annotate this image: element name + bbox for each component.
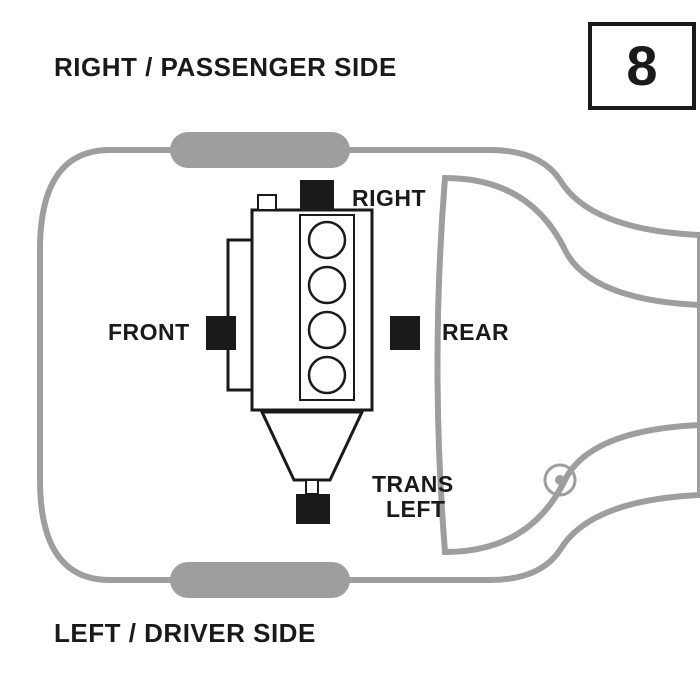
fuel-cap-inner <box>555 475 565 485</box>
engine-cap <box>258 195 276 210</box>
engine-intake <box>228 240 252 390</box>
mount-trans <box>296 494 330 524</box>
label-front: FRONT <box>108 320 190 345</box>
car-svg <box>0 0 700 700</box>
mount-front <box>206 316 236 350</box>
transmission-housing <box>262 412 362 480</box>
wheel-bottom <box>170 562 350 598</box>
label-trans-line2: LEFT <box>386 496 446 522</box>
transmission-shaft <box>306 480 318 494</box>
wheel-top <box>170 132 350 168</box>
label-trans: TRANS LEFT <box>372 472 454 523</box>
label-rear: REAR <box>442 320 509 345</box>
diagram-canvas: RIGHT / PASSENGER SIDE 8 <box>0 0 700 700</box>
driver-side-label: LEFT / DRIVER SIDE <box>54 618 316 649</box>
mount-right <box>300 180 334 210</box>
mount-rear <box>390 316 420 350</box>
label-trans-line1: TRANS <box>372 471 454 497</box>
label-right: RIGHT <box>352 186 426 211</box>
